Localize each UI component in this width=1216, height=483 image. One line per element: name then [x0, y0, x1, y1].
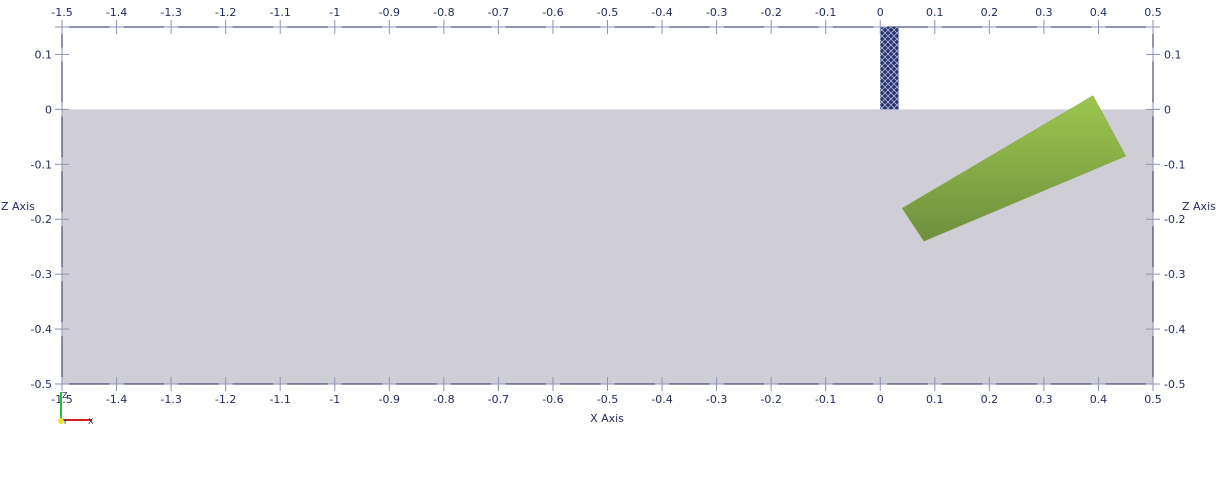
x-tick-label-bottom: -0.2: [760, 393, 781, 406]
x-tick-label-bottom: -0.5: [597, 393, 618, 406]
z-tick-label-left: 0.1: [35, 48, 53, 61]
x-tick-label-bottom: -0.3: [706, 393, 727, 406]
x-tick-label-top: -0.1: [815, 6, 836, 19]
x-tick-label-bottom: -1: [329, 393, 340, 406]
z-tick-label-right: -0.1: [1164, 158, 1185, 171]
x-tick-label-top: -1.4: [106, 6, 127, 19]
mesh-column: [880, 27, 899, 110]
x-tick-label-top: -0.4: [651, 6, 672, 19]
z-axis-title-left: Z Axis: [1, 200, 35, 213]
x-tick-label-top: 0.2: [981, 6, 999, 19]
x-tick-label-bottom: -0.8: [433, 393, 454, 406]
x-tick-label-bottom: -1.2: [215, 393, 236, 406]
x-tick-label-top: 0.4: [1090, 6, 1108, 19]
z-ticks-right: 0.1 0 -0.1 -0.2 -0.3 -0.4 -0.5: [1146, 47, 1185, 391]
green-block: [901, 95, 1127, 242]
z-axis-title-right: Z Axis: [1182, 200, 1216, 213]
x-tick-label-bottom: -0.9: [379, 393, 400, 406]
ground-region: [62, 109, 1153, 384]
x-tick-label-top: 0.1: [926, 6, 944, 19]
z-tick-label-right: -0.3: [1164, 268, 1185, 281]
x-tick-label-top: 0: [877, 6, 884, 19]
x-tick-label-bottom: -0.1: [815, 393, 836, 406]
x-tick-label-bottom: -1.3: [160, 393, 181, 406]
x-ticks-top: -1.5 -1.4 -1.3 -1.2 -1.1 -1 -0.9 -0.8 -0.7 -0.6 -0…: [51, 6, 1162, 34]
x-tick-label-bottom: 0.2: [981, 393, 999, 406]
x-tick-label-bottom: 0.5: [1144, 393, 1162, 406]
z-tick-label-left: -0.3: [31, 268, 52, 281]
orientation-x-label: X: [88, 417, 94, 426]
x-tick-label-bottom: 0.1: [926, 393, 944, 406]
z-tick-label-left: -0.4: [31, 323, 52, 336]
x-ticks-bottom: -1.5-1.4-1.3-1.2-1.1-1-0.9-0.8-0.7-0.6-0…: [51, 377, 1162, 406]
x-tick-label-top: -0.7: [488, 6, 509, 19]
orientation-y-label: Y: [62, 418, 68, 426]
z-tick-label-right: 0: [1164, 103, 1171, 116]
x-tick-label-bottom: -1.4: [106, 393, 127, 406]
x-tick-label-bottom: 0: [877, 393, 884, 406]
z-tick-label-left: -0.1: [31, 158, 52, 171]
x-tick-label-top: -1.1: [269, 6, 290, 19]
x-tick-label-bottom: 0.4: [1090, 393, 1108, 406]
y-axis-dot: [58, 418, 64, 424]
x-tick-label-bottom: -0.7: [488, 393, 509, 406]
x-tick-label-top: -1.5: [51, 6, 72, 19]
z-ticks-left: 0.1 0 -0.1 -0.2 -0.3 -0.4 -0.5: [31, 47, 69, 391]
x-tick-label-bottom: -0.6: [542, 393, 563, 406]
x-tick-label-top: -0.9: [379, 6, 400, 19]
x-tick-label-top: -0.3: [706, 6, 727, 19]
x-tick-label-top: -1.2: [215, 6, 236, 19]
x-tick-label-top: -1.3: [160, 6, 181, 19]
x-tick-label-top: -0.2: [760, 6, 781, 19]
x-tick-label-bottom: -0.4: [651, 393, 672, 406]
x-tick-label-top: -0.5: [597, 6, 618, 19]
x-axis-title: X Axis: [590, 412, 624, 425]
z-tick-label-right: -0.5: [1164, 378, 1185, 391]
z-tick-label-left: -0.2: [31, 213, 52, 226]
z-tick-label-left: 0: [45, 103, 52, 116]
orientation-z-label: Z: [62, 391, 68, 400]
orientation-widget: X Y Z: [58, 391, 94, 426]
x-tick-label-top: 0.5: [1144, 6, 1162, 19]
z-tick-label-right: -0.4: [1164, 323, 1185, 336]
x-tick-label-top: 0.3: [1035, 6, 1053, 19]
z-tick-label-right: -0.2: [1164, 213, 1185, 226]
x-tick-label-top: -0.6: [542, 6, 563, 19]
x-tick-label-top: -0.8: [433, 6, 454, 19]
x-tick-label-top: -1: [329, 6, 340, 19]
x-tick-label-bottom: 0.3: [1035, 393, 1053, 406]
z-tick-label-right: 0.1: [1164, 48, 1182, 61]
x-tick-label-bottom: -1.1: [269, 393, 290, 406]
z-tick-label-left: -0.5: [31, 378, 52, 391]
